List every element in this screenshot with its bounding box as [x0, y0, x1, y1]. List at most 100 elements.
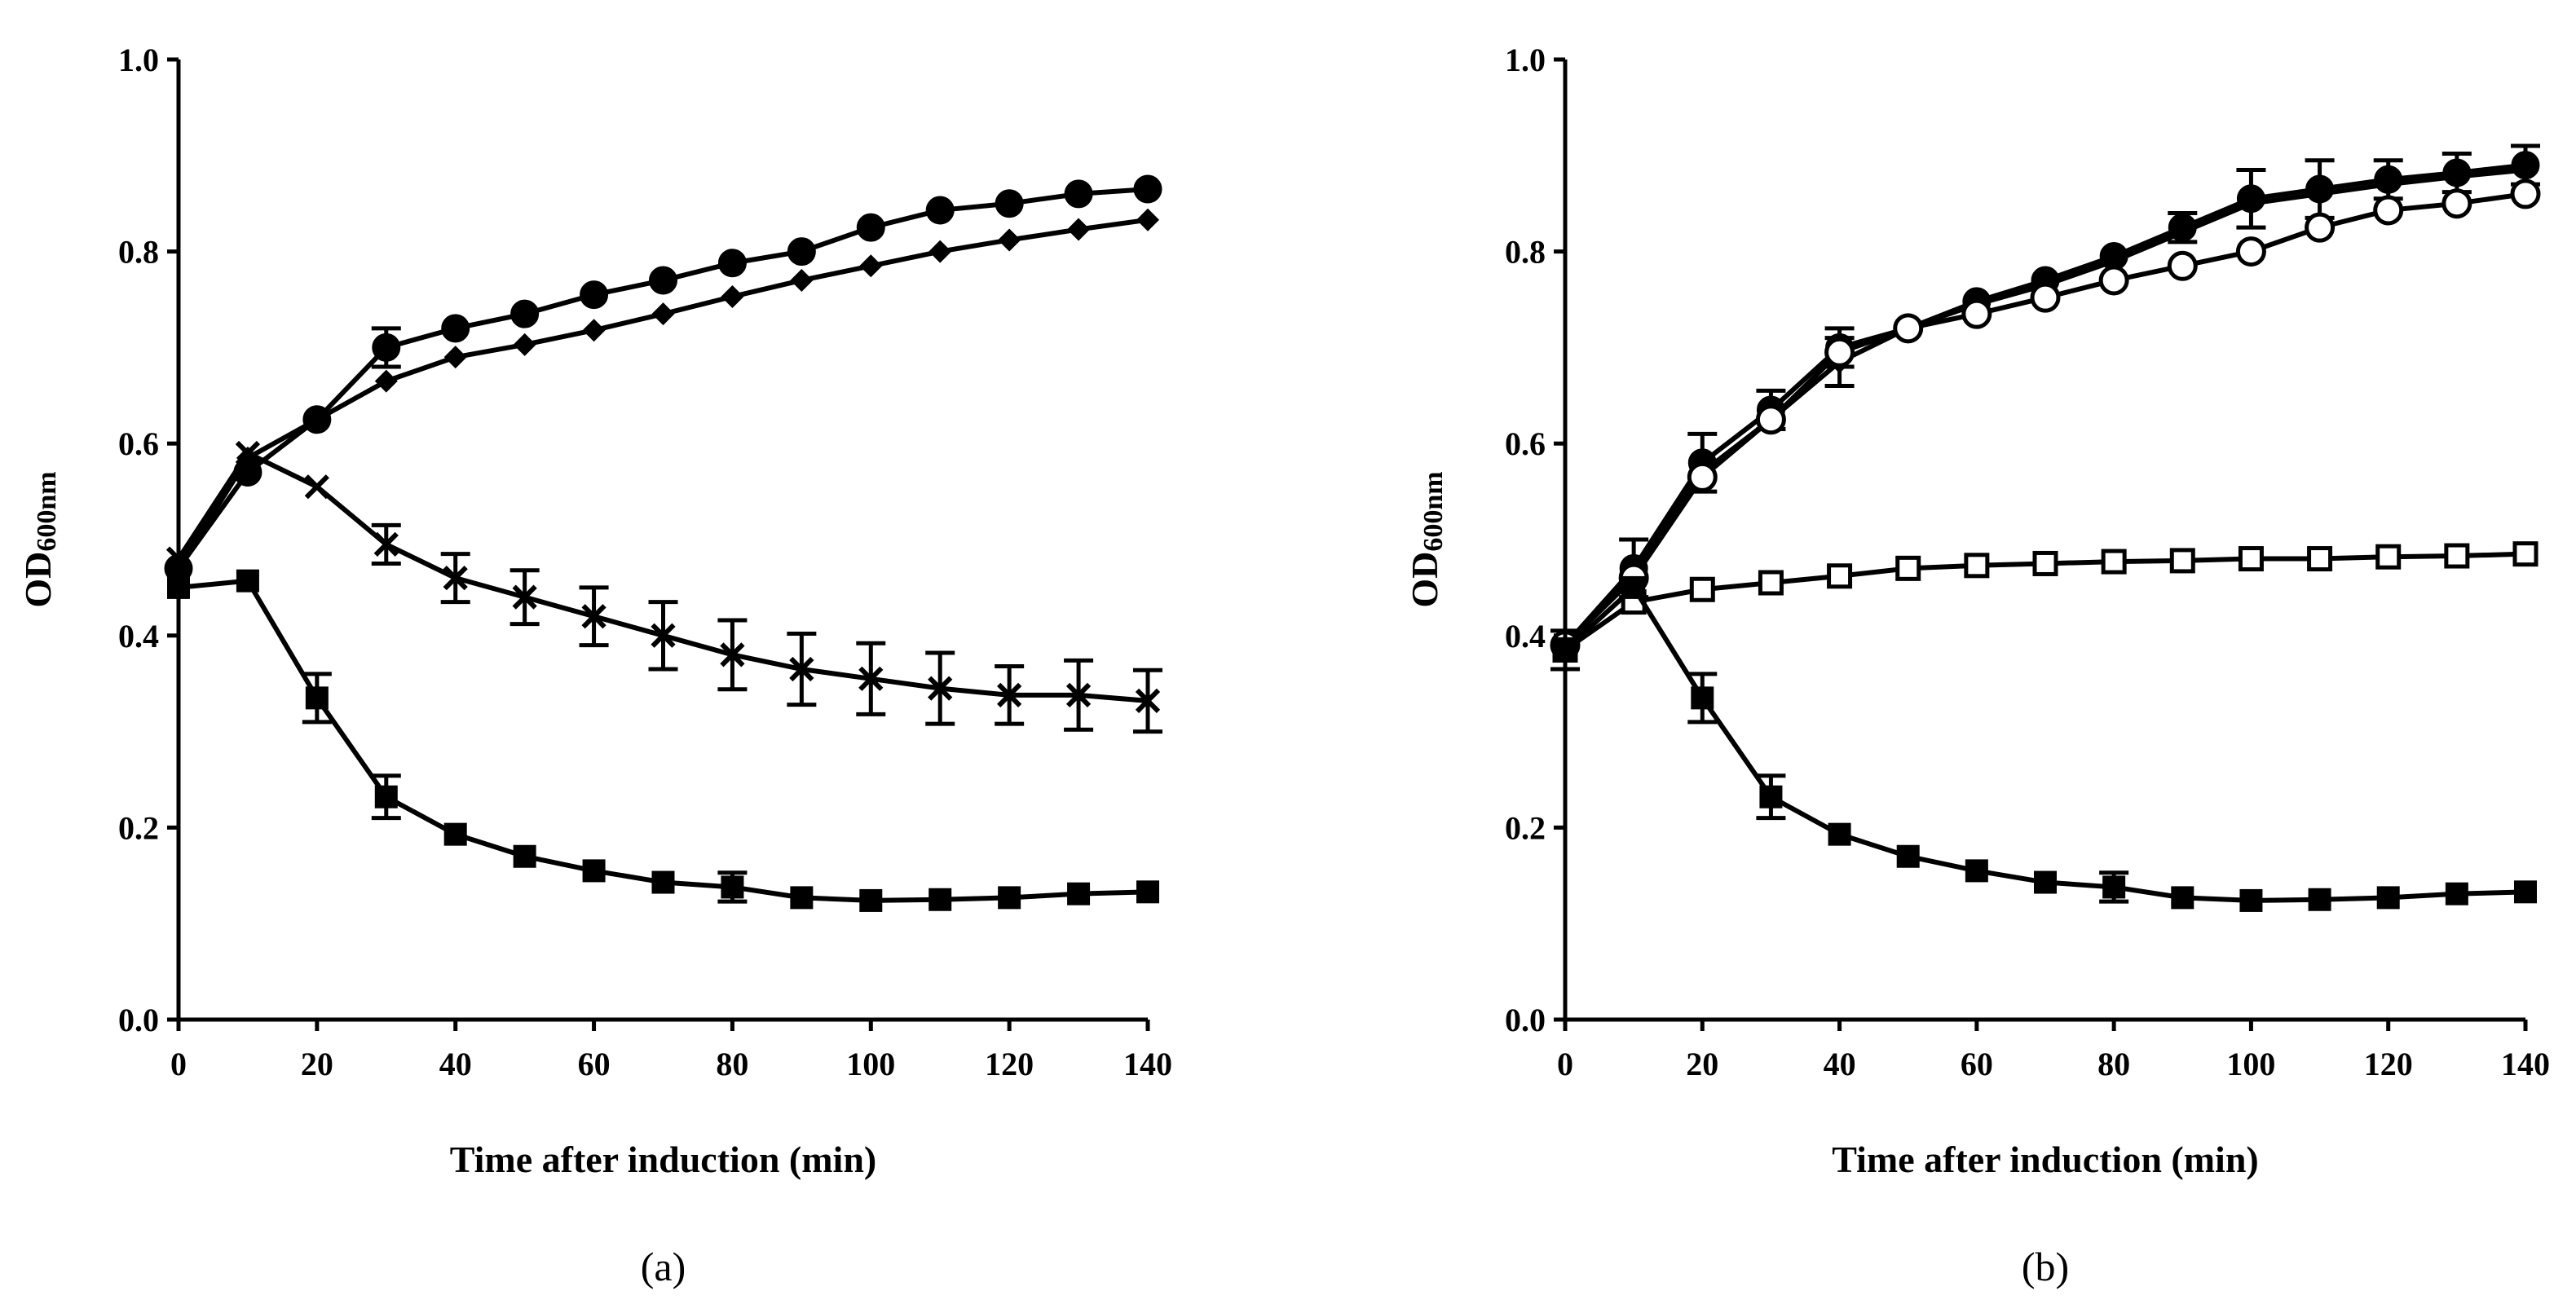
- data-point: [582, 859, 606, 883]
- data-point: [582, 319, 606, 342]
- series-line: [1563, 584, 2526, 903]
- y-tick-label: 0.6: [118, 425, 159, 462]
- data-point: [1064, 179, 1093, 209]
- data-point: [2510, 178, 2541, 209]
- data-point: [305, 686, 329, 710]
- data-point: [2101, 549, 2127, 575]
- x-tick-label: 120: [2364, 1046, 2413, 1082]
- data-point: [1067, 218, 1091, 241]
- data-point: [717, 249, 747, 278]
- data-point: [2375, 544, 2402, 570]
- x-tick-label: 20: [1686, 1046, 1718, 1082]
- y-tick-label: 0.0: [1505, 1002, 1546, 1038]
- y-tick-label: 0.4: [118, 618, 159, 654]
- data-point: [720, 642, 745, 668]
- data-point: [1689, 576, 1715, 602]
- data-point: [2030, 282, 2061, 313]
- data-point: [1691, 686, 1714, 710]
- series-filled-square: [167, 569, 1159, 912]
- y-axis-title: OD600nm: [17, 471, 62, 607]
- data-point: [1133, 174, 1162, 204]
- x-axis-title: Time after induction (min): [450, 1139, 876, 1180]
- data-point: [787, 237, 816, 267]
- data-point: [1755, 404, 1786, 435]
- data-point: [790, 886, 814, 910]
- data-point: [928, 676, 953, 701]
- data-point: [374, 369, 398, 393]
- data-point: [2238, 546, 2264, 572]
- data-point: [1135, 688, 1161, 714]
- data-point: [649, 266, 677, 295]
- x-tick-label: 40: [1824, 1046, 1856, 1082]
- data-point: [165, 546, 192, 571]
- axes: [1563, 59, 2525, 1022]
- data-point: [856, 213, 885, 242]
- x-tick-label: 60: [1961, 1046, 1993, 1082]
- data-point: [2171, 221, 2194, 245]
- data-point: [1622, 575, 1646, 599]
- data-point: [2239, 888, 2263, 912]
- axes: [176, 59, 1148, 1022]
- y-tick-label: 1.0: [1505, 42, 1546, 78]
- data-point: [1136, 208, 1159, 231]
- y-ticks: 0.0 0.2 0.4 0.6 0.8 1.0: [1505, 42, 1565, 1038]
- series-filled-square: [1550, 575, 2537, 912]
- data-point: [2373, 195, 2404, 226]
- y-axis-title: OD600nm: [1404, 471, 1449, 607]
- data-point: [510, 299, 540, 328]
- data-point: [721, 875, 744, 899]
- data-point: [2376, 886, 2400, 910]
- x-tick-label: 80: [716, 1046, 748, 1082]
- x-tick-label: 100: [846, 1046, 895, 1082]
- data-point: [858, 666, 884, 691]
- data-point: [2445, 882, 2468, 905]
- panel-label: (b): [2022, 1244, 2069, 1289]
- x-tick-label: 60: [578, 1046, 611, 1082]
- data-point: [651, 302, 675, 326]
- data-point: [1893, 313, 1924, 344]
- data-point: [2444, 543, 2470, 569]
- data-point: [2169, 548, 2195, 574]
- chart-panel-a: 0.0 0.2 0.4 0.6 0.8 1.0 0 20 40 60 80 100 120 140 Ti…: [17, 42, 1172, 1289]
- y-tick-label: 1.0: [118, 42, 159, 78]
- data-point: [580, 280, 609, 310]
- chart-panel-b: 0.0 0.2 0.4 0.6 0.8 1.0 0 20 40 60 80 100 120 140 Ti…: [1404, 42, 2550, 1289]
- panel-label: (a): [641, 1244, 686, 1289]
- data-point: [1827, 563, 1853, 589]
- data-point: [1687, 461, 1718, 492]
- data-point: [1136, 880, 1159, 904]
- data-point: [1895, 555, 1921, 581]
- data-point: [721, 284, 744, 308]
- data-point: [2307, 546, 2333, 572]
- x-tick-label: 140: [2501, 1046, 2550, 1082]
- data-point: [1965, 859, 1988, 883]
- data-point: [2445, 165, 2468, 188]
- x-tick-label: 120: [985, 1046, 1034, 1082]
- series-cross: [165, 440, 1162, 734]
- data-point: [859, 888, 883, 912]
- data-point: [2305, 212, 2336, 243]
- data-point: [513, 844, 536, 868]
- data-point: [998, 228, 1021, 252]
- data-point: [790, 268, 814, 292]
- data-point: [2098, 265, 2129, 296]
- data-point: [2034, 870, 2057, 894]
- data-point: [235, 440, 261, 466]
- series-line: [176, 187, 1149, 571]
- data-point: [1758, 570, 1784, 596]
- x-tick-label: 80: [2097, 1046, 2130, 1082]
- data-point: [929, 240, 952, 263]
- data-point: [789, 656, 814, 682]
- data-point: [443, 565, 468, 591]
- data-point: [2171, 886, 2194, 910]
- x-tick-label: 20: [301, 1046, 333, 1082]
- data-point: [1964, 553, 1990, 579]
- data-point: [651, 623, 676, 648]
- data-point: [925, 196, 955, 225]
- data-point: [1824, 337, 1855, 368]
- x-axis-title: Time after induction (min): [1832, 1139, 2258, 1180]
- data-point: [651, 870, 675, 894]
- series-open-square: [1552, 541, 2539, 663]
- data-point: [305, 408, 329, 431]
